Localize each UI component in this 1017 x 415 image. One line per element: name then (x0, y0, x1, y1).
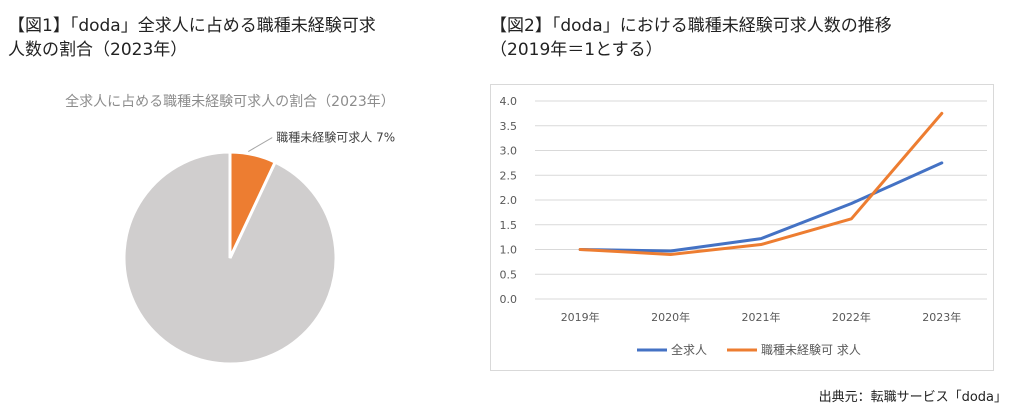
y-tick-label: 1.5 (500, 219, 518, 232)
y-tick-label: 3.5 (500, 120, 518, 133)
legend-label-inexperienced-ok: 職種未経験可 求人 (761, 342, 861, 357)
pie-slice-inexperienced-ok (228, 150, 278, 259)
y-tick-label: 2.0 (500, 194, 518, 207)
x-tick-label: 2023年 (922, 310, 961, 324)
pie-slice-label: 職種未経験可求人 7% (276, 130, 395, 145)
legend-label-all-jobs: 全求人 (671, 342, 707, 357)
series-line-1 (578, 111, 944, 256)
pie-chart: 職種未経験可求人 7% (122, 130, 395, 366)
line-chart-grid (535, 100, 987, 300)
y-tick-label: 4.0 (500, 95, 518, 108)
y-tick-label: 0.0 (500, 293, 518, 306)
pie-chart-title: 全求人に占める職種未経験可求人の割合（2023年） (65, 94, 395, 110)
line-chart-series (578, 111, 944, 256)
series-line-0 (578, 161, 944, 253)
line-chart: 0.00.51.01.52.02.53.03.54.0 2019年 2020年 20… (500, 95, 987, 357)
figure-2-title: 【図2】「doda」における職種未経験可求人数の推移 （2019年＝1とする） (490, 14, 1010, 62)
line-chart-x-axis: 2019年 2020年 2021年 2022年 2023年 (561, 310, 962, 324)
line-chart-legend: 全求人 職種未経験可 求人 (637, 342, 861, 357)
line-chart-y-axis: 0.0 0.5 1.0 1.5 2.0 2.5 3.0 3.5 4.0 (500, 95, 518, 306)
x-tick-label: 2019年 (561, 310, 600, 324)
figure-1-title-line-2: 人数の割合（2023年） (8, 40, 188, 60)
figure-1-title: 【図1】「doda」全求人に占める職種未経験可求 人数の割合（2023年） (8, 14, 468, 62)
figure-1-title-line-1: 【図1】「doda」全求人に占める職種未経験可求 (8, 16, 376, 36)
y-tick-label: 3.0 (500, 145, 518, 158)
figure-2-title-line-2: （2019年＝1とする） (490, 40, 663, 60)
source-note: 出典元：転職サービス「doda」 (818, 390, 1007, 405)
y-tick-label: 0.5 (500, 268, 518, 281)
line-chart-frame: 0.0 0.5 1.0 1.5 2.0 2.5 3.0 3.5 4.0 2019年 2020年 20… (490, 84, 994, 371)
figure-2-title-line-1: 【図2】「doda」における職種未経験可求人数の推移 (490, 16, 892, 36)
y-tick-label: 1.0 (500, 244, 518, 257)
y-tick-label: 2.5 (500, 169, 518, 182)
x-tick-label: 2020年 (651, 310, 690, 324)
pie-label-leader-line (248, 137, 273, 152)
x-tick-label: 2022年 (832, 310, 871, 324)
x-tick-label: 2021年 (742, 310, 781, 324)
